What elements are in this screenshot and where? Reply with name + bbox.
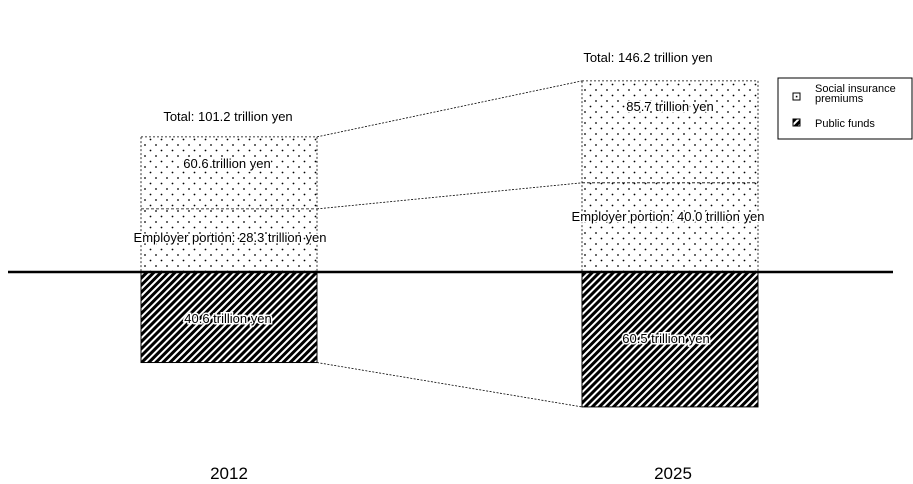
connector-employer: [316, 182, 583, 210]
bar-premiums-2025: [581, 80, 759, 273]
premium-label-2025: 85.7 trillion yen: [626, 99, 713, 114]
category-label-2012: 2012: [210, 464, 248, 483]
legend-box: [777, 77, 913, 140]
bar-public-2012: [140, 271, 318, 364]
premium-label-2012: 60.6 trillion yen: [183, 156, 270, 171]
bar-public-2025: [581, 271, 759, 408]
category-label-2025: 2025: [654, 464, 692, 483]
total-label-2025: Total: 146.2 trillion yen: [583, 50, 712, 65]
connectors-layer: [316, 80, 583, 408]
legend-label-premiums-line1: Social insurance: [815, 83, 896, 95]
employer-label-2025: Employer portion: 40.0 trillion yen: [572, 209, 765, 224]
public-label-2025: 60.5 trillion yen: [622, 331, 709, 346]
connector-top: [316, 80, 583, 138]
legend-swatch-public: [792, 118, 801, 127]
connector-bottom: [316, 362, 583, 408]
employer-label-2012: Employer portion: 28.3 trillion yen: [134, 230, 327, 245]
legend-label-public: Public funds: [815, 118, 875, 130]
bars-layer: [140, 80, 759, 408]
legend-label-premiums-line2: premiums: [815, 93, 864, 105]
bar-premiums-2012: [140, 136, 318, 273]
legend-swatch-premiums-dot: [795, 95, 798, 98]
legend: Social insurance premiums Public funds: [777, 77, 913, 140]
total-label-2012: Total: 101.2 trillion yen: [163, 109, 292, 124]
labels-layer: Total: 101.2 trillion yen Total: 146.2 t…: [132, 50, 766, 483]
public-label-2012: 40.6 trillion yen: [184, 311, 271, 326]
